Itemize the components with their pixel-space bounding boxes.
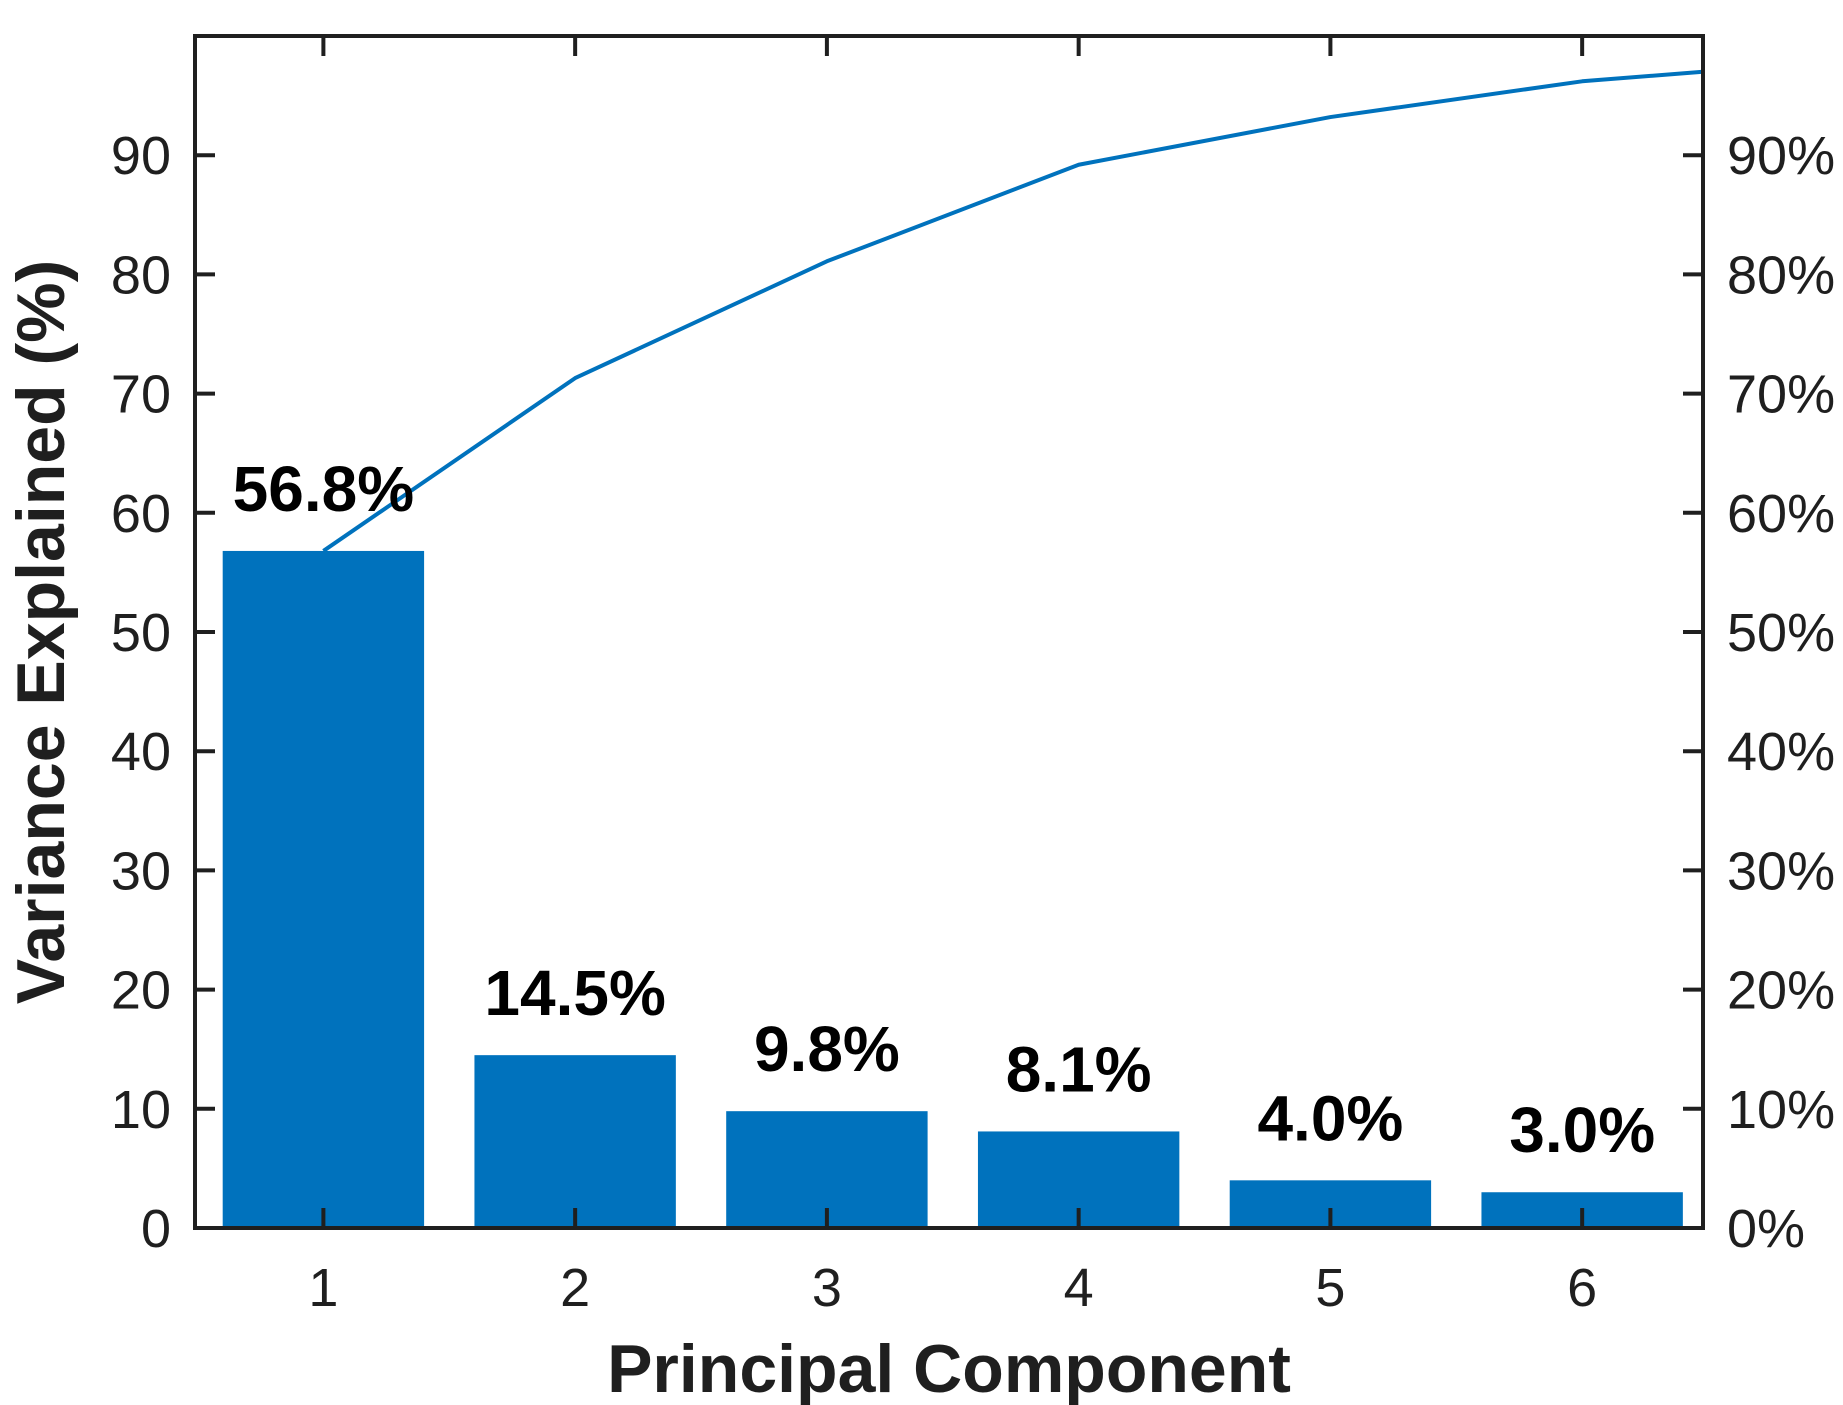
axes-group: [193, 34, 1705, 1230]
left-tick-label-90: 90: [111, 126, 171, 186]
bar-value-label-pc6: 3.0%: [1509, 1094, 1655, 1166]
left-tick-label-0: 0: [141, 1199, 171, 1259]
left-tick-label-10: 10: [111, 1080, 171, 1140]
right-tick-label-60%: 60%: [1727, 484, 1835, 544]
right-tick-label-50%: 50%: [1727, 603, 1835, 663]
x-tick-label-4: 4: [1064, 1258, 1094, 1318]
x-tick-label-1: 1: [308, 1258, 338, 1318]
right-tick-label-30%: 30%: [1727, 841, 1835, 901]
x-tick-label-3: 3: [812, 1258, 842, 1318]
right-tick-label-10%: 10%: [1727, 1080, 1835, 1140]
bar-value-label-pc1: 56.8%: [233, 453, 414, 525]
left-tick-label-70: 70: [111, 365, 171, 425]
x-tick-label-6: 6: [1567, 1258, 1597, 1318]
right-tick-label-20%: 20%: [1727, 961, 1835, 1021]
right-tick-label-0%: 0%: [1727, 1199, 1805, 1259]
left-tick-label-50: 50: [111, 603, 171, 663]
left-tick-label-20: 20: [111, 961, 171, 1021]
cumulative-variance-line: [322, 69, 1704, 553]
right-tick-label-40%: 40%: [1727, 722, 1835, 782]
left-tick-label-30: 30: [111, 841, 171, 901]
tick-labels-group: 0 0% 10 10% 20 20% 30 30% 40 40% 50 50% 60 60% 70 70% 80…: [111, 126, 1835, 1318]
x-tick-label-2: 2: [560, 1258, 590, 1318]
x-tick-label-5: 5: [1315, 1258, 1345, 1318]
bar-value-label-pc5: 4.0%: [1257, 1082, 1403, 1154]
right-tick-label-70%: 70%: [1727, 365, 1835, 425]
bar-pc2: [474, 1055, 676, 1228]
left-tick-label-60: 60: [111, 484, 171, 544]
bar-value-label-pc3: 9.8%: [754, 1013, 900, 1085]
cumulative-line-group: [322, 69, 1704, 553]
bar-pc1: [222, 550, 425, 1228]
right-tick-label-90%: 90%: [1727, 126, 1835, 186]
bar-value-label-pc2: 14.5%: [484, 957, 665, 1029]
left-tick-label-80: 80: [111, 245, 171, 305]
bar-value-label-pc4: 8.1%: [1006, 1033, 1152, 1105]
x-axis-label: Principal Component: [607, 1331, 1291, 1405]
bar-value-labels-group: 56.8% 14.5% 9.8% 8.1% 4.0% 3.0%: [233, 453, 1655, 1166]
y-axis-label: Variance Explained (%): [3, 260, 79, 1005]
right-tick-label-80%: 80%: [1727, 245, 1835, 305]
left-tick-label-40: 40: [111, 722, 171, 782]
